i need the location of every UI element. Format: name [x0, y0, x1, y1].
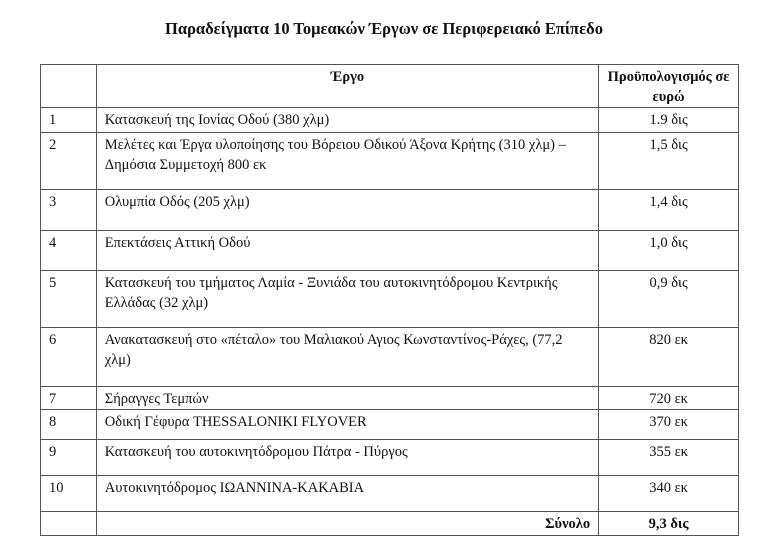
project-budget: 1,5 δις [598, 132, 739, 190]
project-name: Μελέτες και Έργα υλοποίησης του Βόρειου … [95, 132, 600, 190]
row-number: 5 [40, 270, 97, 328]
projects-table: Έργο Προϋπολογισμός σε ευρώ 1 Κατασκευή τ… [40, 64, 739, 536]
row-number: 3 [40, 189, 97, 231]
project-name: Ανακατασκευή στο «πέταλο» του Μαλιακού Α… [95, 327, 600, 387]
table-row: 5 Κατασκευή του τμήματος Λαμία - Ξυνιάδα … [40, 270, 739, 328]
header-budget: Προϋπολογισμός σε ευρώ [598, 64, 739, 108]
total-empty-cell [40, 511, 97, 536]
row-number: 4 [40, 230, 97, 271]
project-name: Αυτοκινητόδρομος ΙΩΑΝΝΙΝΑ-ΚΑΚΑΒΙΑ [95, 475, 600, 512]
project-budget: 1,4 δις [598, 189, 739, 231]
table-header-row: Έργο Προϋπολογισμός σε ευρώ [40, 64, 739, 108]
header-work: Έργο [95, 64, 600, 108]
table-row: 2 Μελέτες και Έργα υλοποίησης του Βόρειου… [40, 132, 739, 190]
project-budget: 820 εκ [598, 327, 739, 387]
project-name: Οδική Γέφυρα THESSALONIKI FLYOVER [95, 409, 600, 440]
project-name: Κατασκευή της Ιονίας Οδού (380 χλμ) [95, 107, 600, 133]
row-number: 7 [40, 386, 97, 410]
total-value: 9,3 δις [598, 511, 739, 536]
table-row: 6 Ανακατασκευή στο «πέταλο» του Μαλιακού … [40, 327, 739, 387]
project-budget: 720 εκ [598, 386, 739, 410]
row-number: 10 [40, 475, 97, 512]
table-row: 3 Ολυμπία Οδός (205 χλμ) 1,4 δις [40, 189, 739, 231]
total-row: Σύνολο 9,3 δις [40, 511, 739, 536]
row-number: 1 [40, 107, 97, 133]
project-budget: 1,0 δις [598, 230, 739, 271]
row-number: 6 [40, 327, 97, 387]
project-budget: 0,9 δις [598, 270, 739, 328]
table-row: 7 Σήραγγες Τεμπών 720 εκ [40, 386, 739, 410]
table-row: 8 Οδική Γέφυρα THESSALONIKI FLYOVER 370 εκ [40, 409, 739, 440]
document-title: Παραδείγματα 10 Τομεακών Έργων σε Περιφε… [165, 19, 603, 38]
project-name: Επεκτάσεις Αττική Οδού [95, 230, 600, 271]
project-name: Ολυμπία Οδός (205 χλμ) [95, 189, 600, 231]
total-label: Σύνολο [95, 511, 600, 536]
row-number: 2 [40, 132, 97, 190]
row-number: 8 [40, 409, 97, 440]
table-row: 1 Κατασκευή της Ιονίας Οδού (380 χλμ) 1.9 … [40, 107, 739, 133]
table-row: 9 Κατασκευή του αυτοκινητόδρομου Πάτρα - … [40, 439, 739, 476]
project-budget: 1.9 δις [598, 107, 739, 133]
table-row: 4 Επεκτάσεις Αττική Οδού 1,0 δις [40, 230, 739, 271]
project-name: Κατασκευή του αυτοκινητόδρομου Πάτρα - Π… [95, 439, 600, 476]
table-row: 10 Αυτοκινητόδρομος ΙΩΑΝΝΙΝΑ-ΚΑΚΑΒΙΑ 340 ε… [40, 475, 739, 512]
header-num [40, 64, 97, 108]
project-name: Σήραγγες Τεμπών [95, 386, 600, 410]
project-name: Κατασκευή του τμήματος Λαμία - Ξυνιάδα τ… [95, 270, 600, 328]
row-number: 9 [40, 439, 97, 476]
project-budget: 370 εκ [598, 409, 739, 440]
project-budget: 340 εκ [598, 475, 739, 512]
project-budget: 355 εκ [598, 439, 739, 476]
